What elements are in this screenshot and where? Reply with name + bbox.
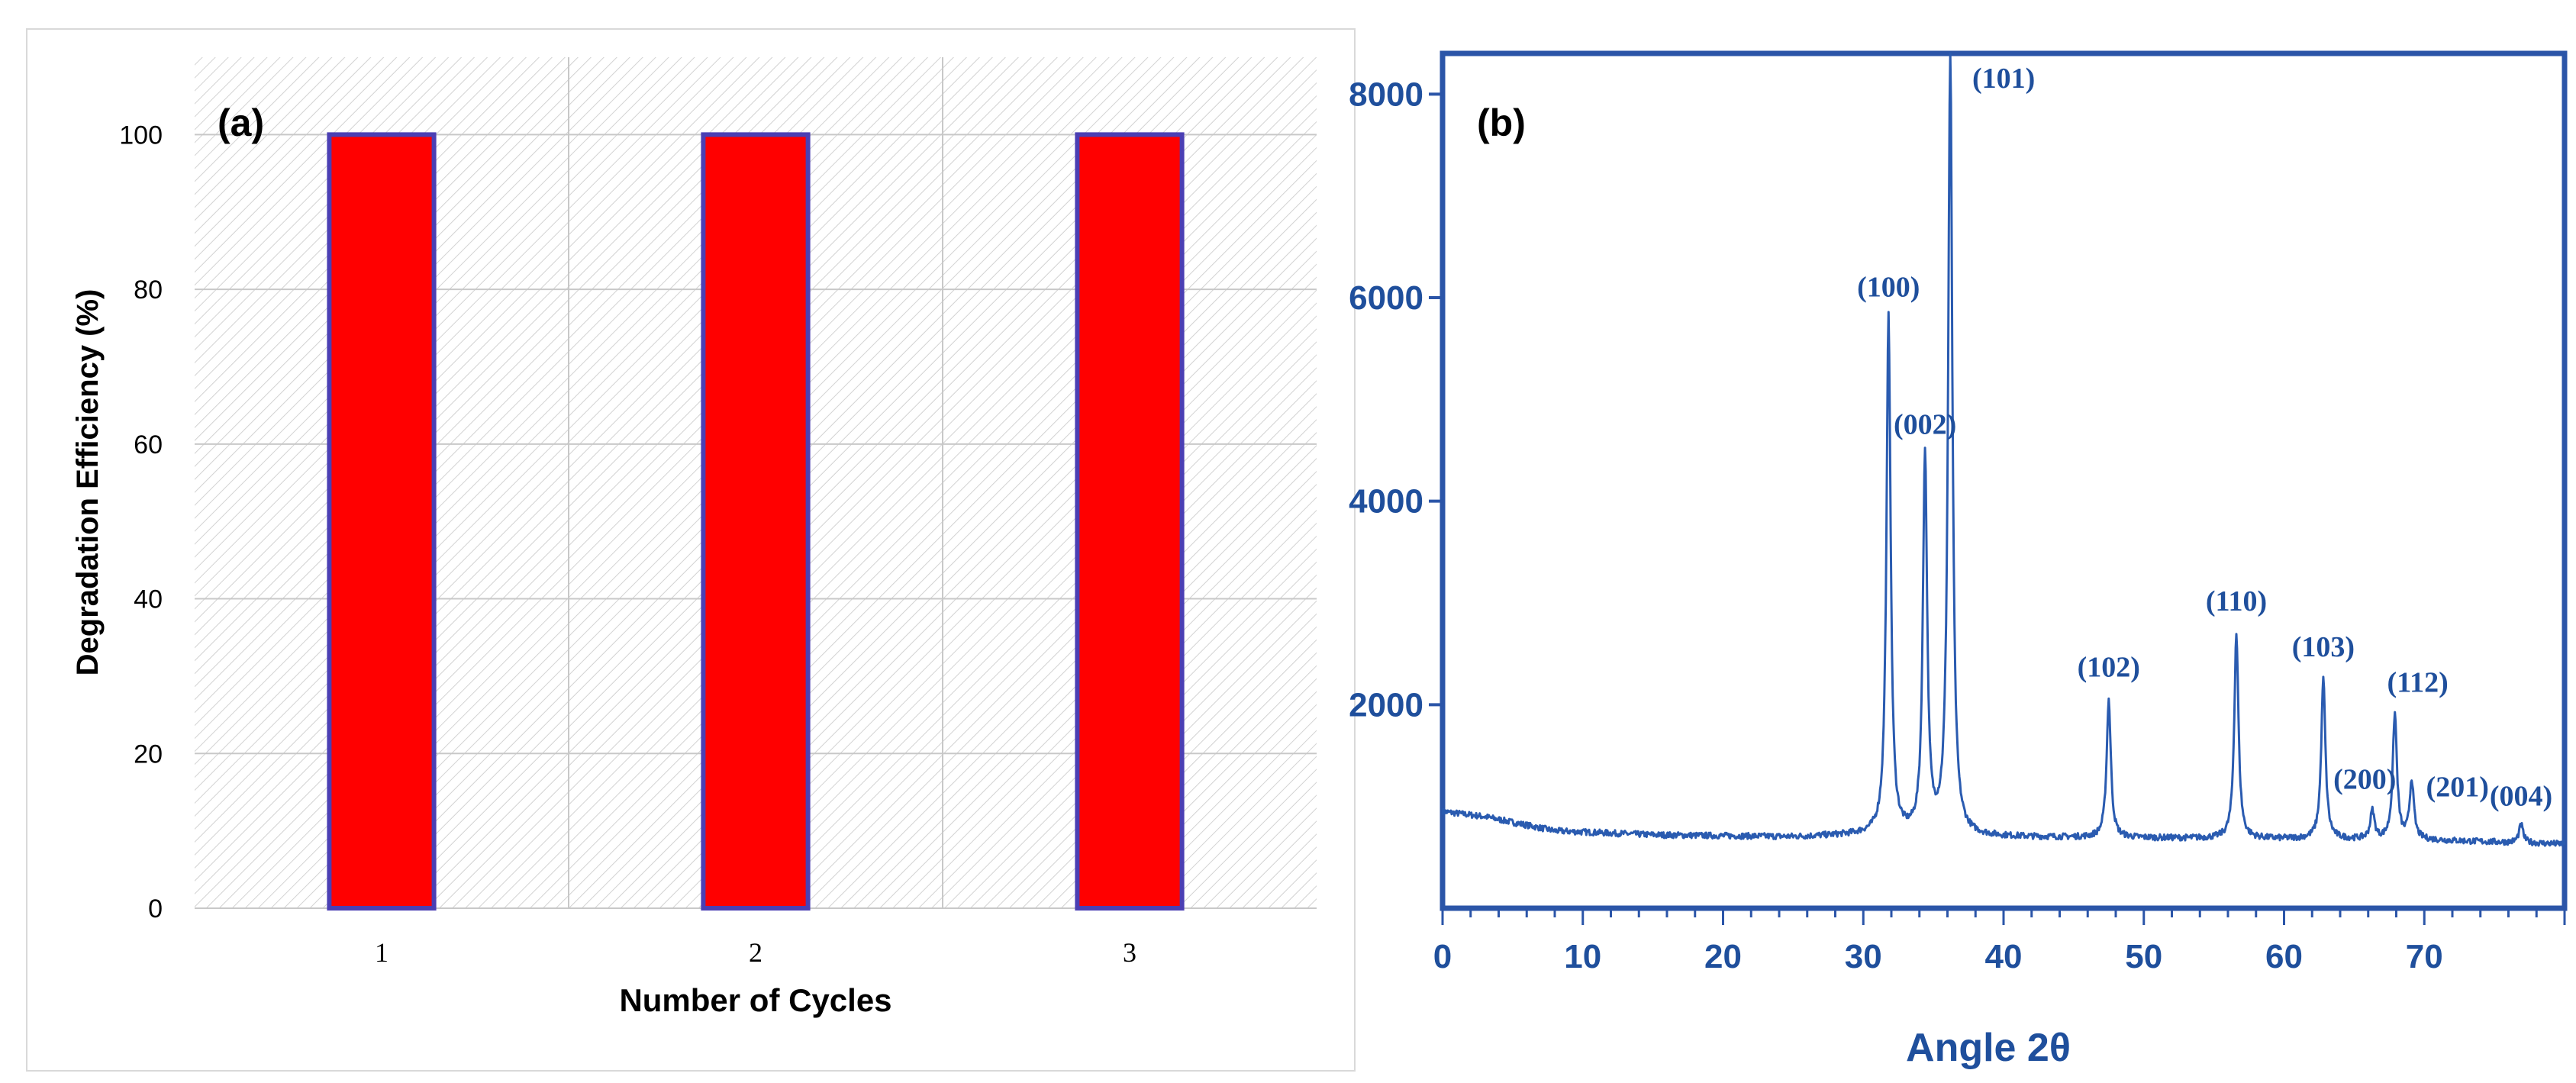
- bar-cycle-2: [701, 132, 811, 911]
- x-tick-label: 60: [2265, 938, 2303, 975]
- y-tick-label: 80: [134, 276, 163, 305]
- y-tick-label: 2000: [1349, 686, 1423, 724]
- peak-label: (004): [2490, 781, 2552, 813]
- panel-a-x-ticks: 1 2 3: [375, 937, 1136, 968]
- peak-label: (201): [2426, 771, 2489, 803]
- y-tick-label: 60: [134, 430, 163, 459]
- peak-label: (102): [2078, 652, 2140, 684]
- panel-a-y-ticks: 0 20 40 60 80 100: [119, 121, 163, 923]
- x-tick-label: 1: [375, 937, 388, 968]
- x-tick-label: 30: [1845, 938, 1882, 975]
- panel-a: 0 20 40 60 80 100 1 2 3 (a) Number of Cycles De…: [26, 28, 1356, 1072]
- panel-a-bars: [327, 132, 1185, 911]
- panel-b-x-ticks: 0 10 20 30 40 50 60 70: [1433, 908, 2566, 975]
- panel-b-frame: [1440, 50, 2568, 911]
- bar-cycle-1: [327, 132, 437, 911]
- y-tick-label: 6000: [1349, 279, 1423, 317]
- y-tick-label: 40: [134, 585, 163, 614]
- x-tick-label: 0: [1433, 938, 1452, 975]
- x-tick-label: 2: [749, 937, 762, 968]
- y-tick-label: 4000: [1349, 483, 1423, 521]
- peak-label: (112): [2387, 667, 2449, 699]
- panel-b-xlabel: Angle 2θ: [1906, 1026, 2071, 1070]
- panel-b: 2000 4000 6000 8000 0 10 20 30 40 50 60 70 (100) (0…: [1349, 50, 2568, 1070]
- x-tick-label: 20: [1704, 938, 1742, 975]
- panel-b-y-ticks: 2000 4000 6000 8000: [1349, 76, 1443, 724]
- x-tick-label: 70: [2406, 938, 2443, 975]
- peak-label: (100): [1857, 272, 1920, 304]
- panel-a-xlabel: Number of Cycles: [619, 982, 891, 1018]
- x-tick-label: 50: [2125, 938, 2162, 975]
- y-tick-label: 20: [134, 740, 163, 769]
- panel-a-ylabel: Degradation Efficiency (%): [71, 289, 105, 676]
- x-tick-label: 3: [1123, 937, 1136, 968]
- peak-label: (002): [1894, 409, 1956, 441]
- y-tick-label: 100: [119, 121, 163, 150]
- y-tick-label: 0: [148, 894, 163, 923]
- peak-label: (200): [2333, 763, 2396, 795]
- panel-b-peak-labels: (100) (002) (101) (102) (110) (103) (200) (112)…: [1857, 63, 2552, 813]
- panel-b-label: (b): [1477, 102, 1526, 144]
- x-tick-label: 10: [1564, 938, 1601, 975]
- y-tick-label: 8000: [1349, 76, 1423, 113]
- x-tick-label: 40: [1985, 938, 2023, 975]
- panel-a-label: (a): [218, 102, 264, 144]
- panel-b-xrd-pattern-line: [1441, 52, 2566, 847]
- bar-cycle-3: [1075, 132, 1185, 911]
- peak-label: (110): [2206, 585, 2267, 617]
- peak-label: (101): [1972, 63, 2035, 95]
- peak-label: (103): [2292, 631, 2355, 663]
